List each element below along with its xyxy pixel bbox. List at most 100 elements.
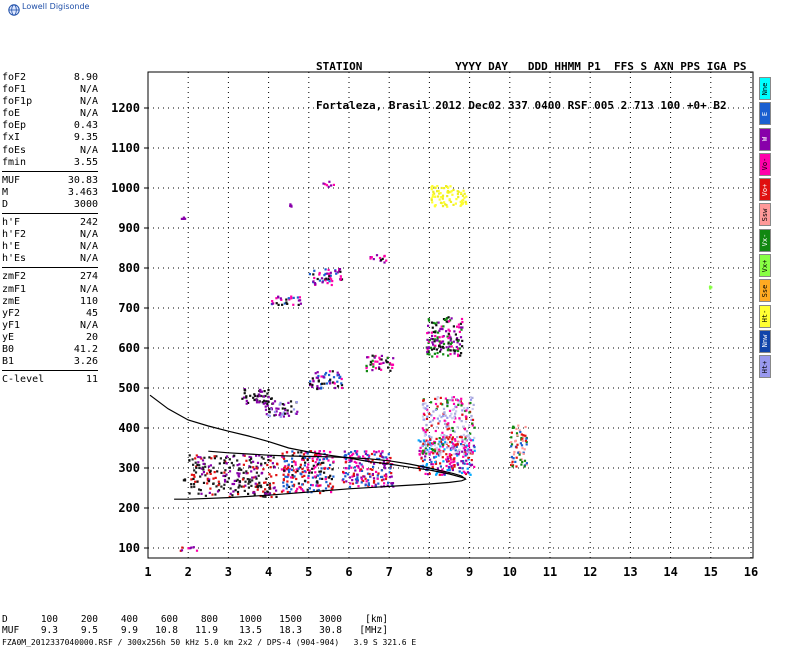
echo-point — [451, 417, 454, 420]
echo-point — [227, 477, 230, 480]
echo-point — [268, 407, 271, 411]
echo-point — [331, 485, 335, 488]
echo-point — [424, 431, 427, 434]
echo-point — [288, 470, 291, 473]
echo-point — [709, 287, 712, 290]
echo-point — [430, 188, 433, 191]
echo-point — [430, 424, 433, 427]
echo-point — [378, 366, 381, 369]
echo-point — [448, 453, 451, 456]
echo-point — [388, 471, 391, 474]
echo-point — [418, 453, 421, 456]
echo-point — [319, 463, 322, 466]
echo-point — [360, 476, 363, 479]
echo-point — [286, 475, 289, 479]
echo-point — [423, 413, 426, 416]
echo-point — [469, 464, 472, 467]
echo-point — [446, 191, 449, 194]
echo-point — [442, 346, 445, 350]
x-tick-label: 10 — [503, 565, 517, 579]
echo-point — [441, 456, 444, 459]
echo-point — [216, 470, 219, 473]
echo-point — [342, 481, 346, 484]
echo-point — [291, 474, 294, 477]
echo-point — [253, 468, 256, 471]
y-tick-label: 1200 — [111, 101, 140, 115]
echo-point — [458, 347, 461, 350]
echo-point — [316, 385, 319, 388]
echo-point — [329, 463, 332, 467]
echo-point — [230, 461, 233, 465]
echo-point — [236, 490, 240, 494]
legend-item: Vo+ — [759, 178, 771, 202]
echo-point — [435, 348, 438, 351]
echo-point — [441, 340, 445, 343]
x-tick-label: 11 — [543, 565, 557, 579]
echo-point — [282, 413, 285, 416]
echo-point — [255, 471, 258, 474]
echo-point — [468, 442, 471, 445]
echo-point — [320, 277, 324, 280]
echo-point — [270, 495, 273, 499]
echo-point — [467, 435, 470, 438]
echo-point — [524, 439, 527, 442]
echo-point — [510, 441, 513, 444]
echo-point — [457, 196, 460, 199]
legend-item: Ssw — [759, 203, 771, 227]
echo-point — [309, 450, 313, 453]
echo-point — [322, 450, 326, 453]
echo-point — [457, 353, 460, 356]
echo-point — [381, 475, 384, 478]
echo-point — [469, 398, 473, 401]
echo-point — [238, 472, 241, 475]
echo-point — [268, 487, 271, 490]
echo-point — [427, 346, 430, 349]
echo-point — [354, 469, 357, 472]
echo-point — [522, 452, 525, 455]
echo-point — [459, 336, 463, 339]
echo-point — [465, 195, 468, 198]
echo-point — [313, 269, 316, 272]
echo-point — [521, 460, 524, 464]
echo-point — [202, 471, 205, 474]
echo-point — [326, 278, 329, 281]
echo-point — [320, 467, 323, 470]
echo-point — [208, 478, 211, 481]
echo-point — [454, 405, 457, 408]
echo-point — [442, 460, 445, 463]
echo-point — [316, 387, 319, 391]
legend-label: Nnw — [761, 335, 769, 348]
echo-point — [442, 450, 445, 453]
echo-point — [324, 373, 327, 376]
x-tick-label: 14 — [663, 565, 677, 579]
echo-point — [282, 455, 285, 458]
echo-point — [437, 331, 440, 334]
echo-point — [376, 360, 379, 363]
echo-point — [302, 489, 305, 492]
echo-point — [209, 471, 212, 474]
echo-point — [301, 457, 304, 460]
echo-point — [435, 398, 439, 401]
echo-point — [277, 407, 280, 410]
echo-point — [469, 432, 472, 435]
echo-point — [432, 343, 435, 346]
echo-point — [285, 301, 288, 304]
distance-row: D 100 200 400 600 800 1000 1500 3000 [km] — [2, 614, 388, 625]
echo-point — [206, 482, 209, 485]
echo-point — [332, 460, 335, 463]
echo-point — [362, 455, 365, 458]
echo-point — [422, 439, 425, 442]
echo-point — [254, 394, 257, 397]
echo-point — [307, 476, 310, 480]
echo-point — [369, 360, 372, 363]
echo-point — [460, 420, 463, 423]
echo-point — [267, 389, 270, 392]
echo-point — [382, 478, 385, 481]
echo-point — [456, 341, 459, 344]
param-name: B1 — [2, 356, 15, 368]
echo-point — [429, 458, 432, 461]
echo-point — [451, 438, 454, 441]
echo-point — [258, 481, 261, 484]
echo-point — [316, 456, 319, 459]
echo-point — [451, 436, 454, 439]
